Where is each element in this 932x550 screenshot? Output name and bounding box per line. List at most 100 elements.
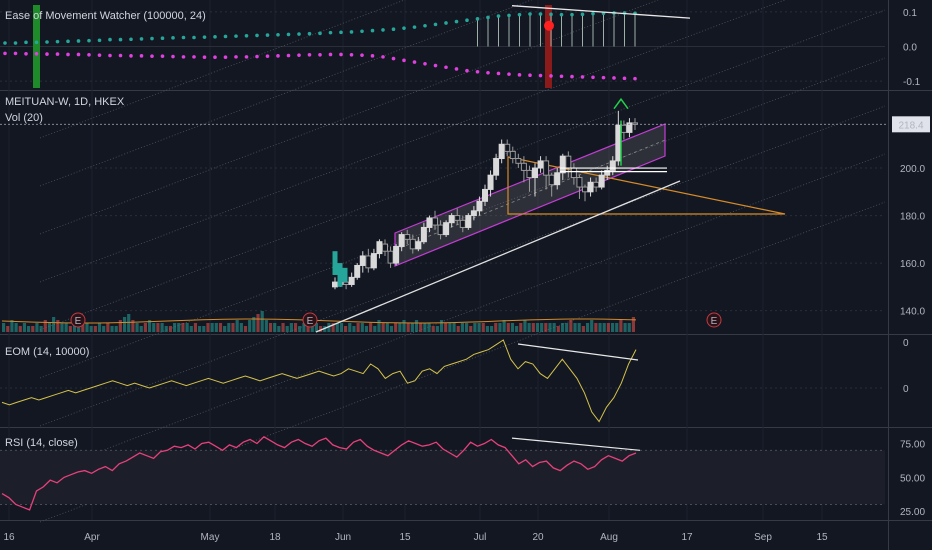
pitchfork-line [39, 9, 886, 331]
emw-lower-dot [339, 52, 343, 57]
volume-bar [414, 320, 419, 332]
volume-bar [47, 323, 52, 332]
volume-bar [302, 323, 306, 332]
volume-bar [427, 323, 431, 332]
emw-upper-dot [265, 33, 270, 37]
emw-lower-dot [517, 73, 522, 77]
emw-lower-dot [454, 67, 459, 71]
emw-lower-dot [412, 60, 417, 64]
volume-bar [631, 317, 635, 332]
volume-bar [293, 323, 298, 332]
volume-bar [135, 323, 139, 332]
emw-upper-dot [297, 32, 301, 36]
volume-bar [594, 323, 598, 332]
emw-lower-dot [444, 65, 448, 70]
volume-bar [410, 323, 414, 332]
emw-lower-dot [160, 54, 165, 58]
volume-bar [452, 323, 456, 332]
emw-upper-dot [402, 26, 406, 30]
emw-lower-dot [381, 55, 385, 59]
volume-bar [590, 320, 594, 332]
emw-upper-dot [381, 28, 385, 32]
x-axis-label-Sep: Sep [754, 532, 772, 543]
volume-bar [494, 323, 498, 332]
volume-bar [477, 323, 481, 332]
rsi-pane[interactable] [1, 435, 641, 511]
emw-upper-dot [517, 12, 522, 17]
volume-bar [535, 323, 540, 332]
volume-bar [377, 320, 381, 332]
emw-lower-dot [171, 54, 175, 59]
volume-bar [56, 320, 60, 332]
candle-body [598, 174, 605, 188]
volume-bar [435, 326, 439, 332]
candle-body [393, 245, 400, 264]
volume-bar [527, 323, 531, 332]
eom-title: EOM (14, 10000) [5, 346, 89, 358]
volume-bar [606, 323, 610, 332]
emw-upper-dot [328, 30, 333, 35]
emw-lower-dot [234, 55, 238, 59]
emw-lower-dot [76, 52, 81, 57]
volume-bar [389, 326, 394, 332]
volume-bar [485, 326, 490, 332]
volume-bar [456, 326, 460, 332]
candle-body [604, 169, 611, 176]
emw-lower-dot [108, 53, 112, 58]
volume-bar [147, 320, 152, 332]
emw-lower-dot [402, 58, 406, 63]
emw-lower-dot [580, 75, 585, 79]
volume-bar [369, 323, 373, 332]
volume-bar [385, 323, 389, 332]
candle-body [515, 158, 522, 164]
volume-bar [298, 326, 302, 332]
price-tick: 200.0 [900, 164, 925, 175]
emw-pane[interactable] [3, 5, 691, 88]
rsi-line [1, 435, 637, 511]
candle-body [465, 215, 472, 228]
volume-bar [352, 326, 356, 332]
volume-bar [10, 320, 14, 332]
volume-bar [89, 326, 93, 332]
volume-bar [64, 323, 68, 332]
eom-pane[interactable] [1, 339, 639, 423]
emw-lower-dot [538, 73, 543, 78]
x-axis-label-Jul: Jul [474, 532, 487, 543]
emw-upper-dot [391, 27, 396, 32]
volume-bar [439, 320, 444, 332]
candle-body-highlight [337, 263, 343, 287]
emw-lower-dot [118, 53, 123, 58]
volume-bar [565, 323, 569, 332]
volume-bar [281, 323, 285, 332]
emw-upper-dot [171, 36, 175, 40]
volume-bar [6, 326, 10, 332]
emw-lower-dot [244, 55, 249, 59]
volume-bar [402, 320, 406, 332]
emw-upper-dot [76, 39, 81, 43]
volume-bar [239, 323, 243, 332]
x-axis-label-16: 16 [3, 532, 15, 543]
emw-lower-dot [318, 53, 322, 57]
pitchfork-line [39, 0, 660, 235]
earnings-marker-label: E [711, 316, 718, 327]
emw-lower-dot [475, 69, 480, 74]
emw-lower-dot [255, 54, 259, 59]
emw-lower-dot [570, 74, 574, 79]
emw-upper-dot [433, 22, 438, 27]
candle-body [343, 281, 350, 285]
volume-bar [469, 326, 473, 332]
volume-bar [573, 323, 577, 332]
volume-bar [569, 320, 573, 332]
candle-body [509, 150, 516, 160]
emw-upper-dot [559, 12, 564, 17]
emw-lower-dot [213, 55, 217, 60]
volume-bar [97, 323, 102, 332]
earnings-marker-label: E [307, 316, 314, 327]
candle-body [365, 255, 372, 269]
volume-bar [306, 323, 310, 332]
candle-body [587, 181, 594, 193]
volume-bar [35, 323, 39, 332]
emw-upper-dot [339, 30, 343, 35]
